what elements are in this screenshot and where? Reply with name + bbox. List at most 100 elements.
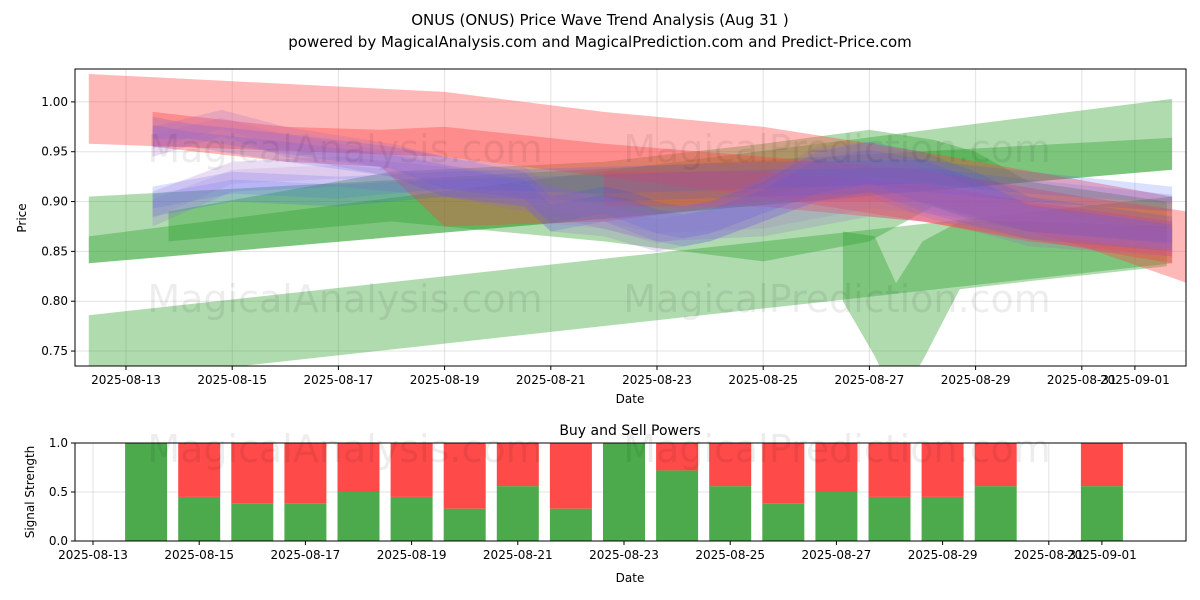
- sell-bar: [496, 443, 539, 487]
- buy-bar: [868, 496, 911, 541]
- power-x-tick-label: 2025-08-25: [695, 548, 765, 562]
- watermark-prediction-1: MagicalPrediction.com: [623, 127, 1051, 171]
- sell-bar: [284, 443, 327, 504]
- sell-bar: [974, 443, 1017, 487]
- buy-bar: [762, 503, 805, 541]
- power-title: Buy and Sell Powers: [559, 423, 700, 439]
- buy-bar: [231, 503, 274, 541]
- power-x-label: Date: [616, 571, 645, 585]
- sell-bar: [762, 443, 805, 504]
- price-band-green: [88, 196, 1173, 366]
- price-band-red: [603, 171, 1173, 257]
- buy-bar: [549, 508, 592, 541]
- buy-bar: [125, 443, 168, 541]
- buy-bar: [921, 496, 964, 541]
- price-band-group: [88, 74, 1186, 366]
- buy-bar: [709, 486, 752, 541]
- price-band-core-purple: [152, 164, 1173, 244]
- power-x-tick-label: 2025-08-23: [589, 548, 659, 562]
- price-band-blue: [152, 159, 1173, 217]
- price-x-tick-label: 2025-08-19: [410, 373, 480, 387]
- watermark-analysis-3: MagicalAnalysis.com: [147, 427, 542, 471]
- buy-bar: [603, 443, 645, 541]
- price-y-label: Price: [15, 203, 29, 232]
- chart-title-line1: ONUS (ONUS) Price Wave Trend Analysis (A…: [411, 11, 789, 29]
- power-x-tick-label: 2025-08-19: [377, 548, 447, 562]
- chart-title-line2: powered by MagicalAnalysis.com and Magic…: [288, 33, 912, 51]
- price-x-tick-label: 2025-08-17: [304, 373, 374, 387]
- watermark-analysis-2: MagicalAnalysis.com: [147, 277, 542, 321]
- sell-bar: [921, 443, 964, 497]
- price-band-core-blue: [152, 124, 1173, 244]
- price-x-tick-label: 2025-08-15: [197, 373, 267, 387]
- watermark-prediction-2: MagicalPrediction.com: [623, 277, 1051, 321]
- buy-bar: [656, 470, 699, 541]
- price-y-ticks: 0.75 0.80 0.85 0.90 0.95 1.00: [41, 95, 75, 358]
- buy-bar: [1080, 486, 1123, 541]
- sell-bar: [390, 443, 433, 497]
- price-x-tick-label: 2025-08-29: [941, 373, 1011, 387]
- buy-bar: [974, 486, 1017, 541]
- power-x-tick-label: 2025-08-31: [1014, 548, 1084, 562]
- power-y-label: Signal Strength: [23, 446, 37, 539]
- power-y-tick-label: 0.5: [49, 485, 68, 499]
- price-x-tick-label: 2025-08-27: [835, 373, 905, 387]
- buy-bar: [815, 492, 858, 541]
- price-band-green: [88, 137, 1173, 264]
- price-band-core-blue: [152, 167, 1173, 209]
- price-x-tick-label: 2025-08-25: [728, 373, 798, 387]
- sell-bar: [1080, 443, 1123, 487]
- price-grid: [75, 69, 1186, 366]
- sell-bar: [549, 443, 592, 509]
- watermarks: MagicalAnalysis.com MagicalPrediction.co…: [147, 127, 1050, 471]
- price-panel: 2025-08-13 2025-08-15 2025-08-17 2025-08-19…: [15, 68, 1187, 406]
- sell-bar: [443, 443, 486, 509]
- power-bars: [125, 443, 1123, 541]
- power-x-tick-label: 2025-08-29: [908, 548, 978, 562]
- price-band-green: [88, 98, 1173, 264]
- price-y-tick-label: 1.00: [41, 95, 68, 109]
- power-y-tick-label: 0.0: [49, 534, 68, 548]
- power-panel: Buy and Sell Powers 2025-08-13 2025-08-15…: [23, 423, 1187, 585]
- buy-bar: [390, 496, 433, 541]
- watermark-analysis-1: MagicalAnalysis.com: [147, 127, 542, 171]
- power-x-tick-label: 2025-08-27: [802, 548, 872, 562]
- price-panel-frame: [74, 68, 1187, 367]
- price-band-red: [152, 111, 1186, 283]
- sell-bar: [815, 443, 858, 492]
- price-x-ticks: 2025-08-13 2025-08-15 2025-08-17 2025-08-19…: [91, 366, 1170, 387]
- price-x-tick-label: 2025-08-21: [516, 373, 586, 387]
- price-y-tick-label: 0.90: [41, 195, 68, 209]
- price-band-purple: [152, 156, 1173, 252]
- price-x-tick-label: 2025-08-13: [91, 373, 161, 387]
- price-y-tick-label: 0.85: [41, 244, 68, 258]
- price-band-core-purple: [152, 117, 1173, 249]
- power-x-tick-label: 2025-08-15: [164, 548, 234, 562]
- buy-bar: [284, 503, 327, 541]
- price-x-tick-label: 2025-08-23: [622, 373, 692, 387]
- price-x-label: Date: [616, 392, 645, 406]
- sell-bar: [337, 443, 380, 492]
- buy-bar: [337, 492, 380, 541]
- power-y-ticks: 0.0 0.5 1.0: [49, 436, 75, 548]
- power-x-tick-label: 2025-09-01: [1067, 548, 1137, 562]
- sell-bar: [709, 443, 752, 487]
- buy-bar: [178, 496, 221, 541]
- buy-bar: [496, 486, 539, 541]
- power-x-tick-label: 2025-08-13: [58, 548, 128, 562]
- sell-bar: [868, 443, 911, 497]
- buy-bar: [443, 508, 486, 541]
- sell-bar: [231, 443, 274, 504]
- price-band-green: [842, 221, 1167, 366]
- price-x-tick-label: 2025-08-31: [1047, 373, 1117, 387]
- watermark-prediction-3: MagicalPrediction.com: [623, 427, 1051, 471]
- power-x-tick-label: 2025-08-21: [483, 548, 553, 562]
- price-band-green: [168, 129, 1167, 262]
- power-y-tick-label: 1.0: [49, 436, 68, 450]
- sell-bar: [656, 443, 699, 471]
- price-band-red: [88, 74, 1173, 264]
- sell-bar: [178, 443, 221, 497]
- price-y-tick-label: 0.95: [41, 145, 68, 159]
- price-y-tick-label: 0.80: [41, 294, 68, 308]
